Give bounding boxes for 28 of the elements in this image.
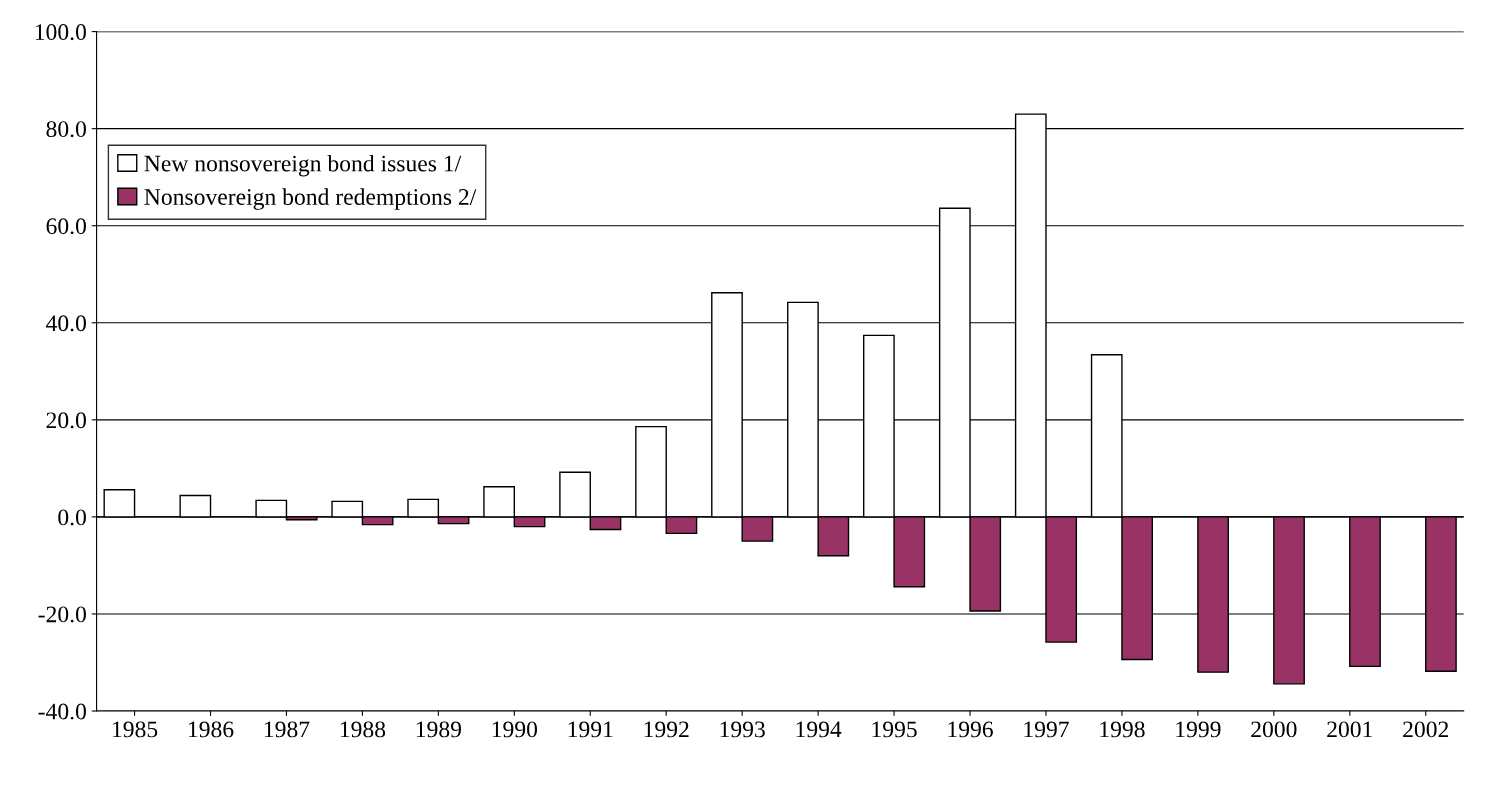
x-tick-label: 2000	[1251, 721, 1297, 738]
x-tick-label: 2002	[1403, 721, 1449, 738]
y-tick-label: 20.0	[46, 412, 86, 429]
x-tick-label: 1993	[720, 721, 765, 738]
x-tick-label: 1994	[796, 721, 842, 738]
x-tick-label: 2001	[1327, 721, 1372, 738]
x-tick-label: 1996	[948, 721, 993, 738]
x-tick-label: 1990	[492, 721, 538, 738]
y-tick-label: 100.0	[35, 24, 86, 41]
x-tick-label: 1992	[644, 721, 689, 738]
x-tick-label: 1987	[264, 721, 310, 738]
y-tick-label: -40.0	[38, 703, 86, 720]
x-tick-label: 1988	[340, 721, 386, 738]
y-tick-label: 60.0	[46, 218, 86, 235]
x-tick-label: 1989	[416, 721, 462, 738]
x-tick-label: 1998	[1100, 721, 1145, 738]
y-tick-label: 80.0	[46, 121, 86, 138]
x-tick-label: 1985	[113, 721, 158, 738]
x-tick-label: 1997	[1024, 721, 1069, 738]
x-tick-label: 1986	[188, 721, 234, 738]
x-tick-label: 1991	[568, 721, 613, 738]
y-tick-label: 0.0	[58, 509, 86, 526]
y-tick-label: 40.0	[46, 315, 86, 332]
legend-label: Nonsovereign bond redemptions 2/	[144, 188, 477, 210]
x-tick-label: 1999	[1176, 721, 1221, 738]
legend-label: New nonsovereign bond issues 1/	[144, 154, 462, 177]
y-tick-label: -20.0	[38, 606, 86, 623]
x-tick-label: 1995	[872, 721, 917, 738]
